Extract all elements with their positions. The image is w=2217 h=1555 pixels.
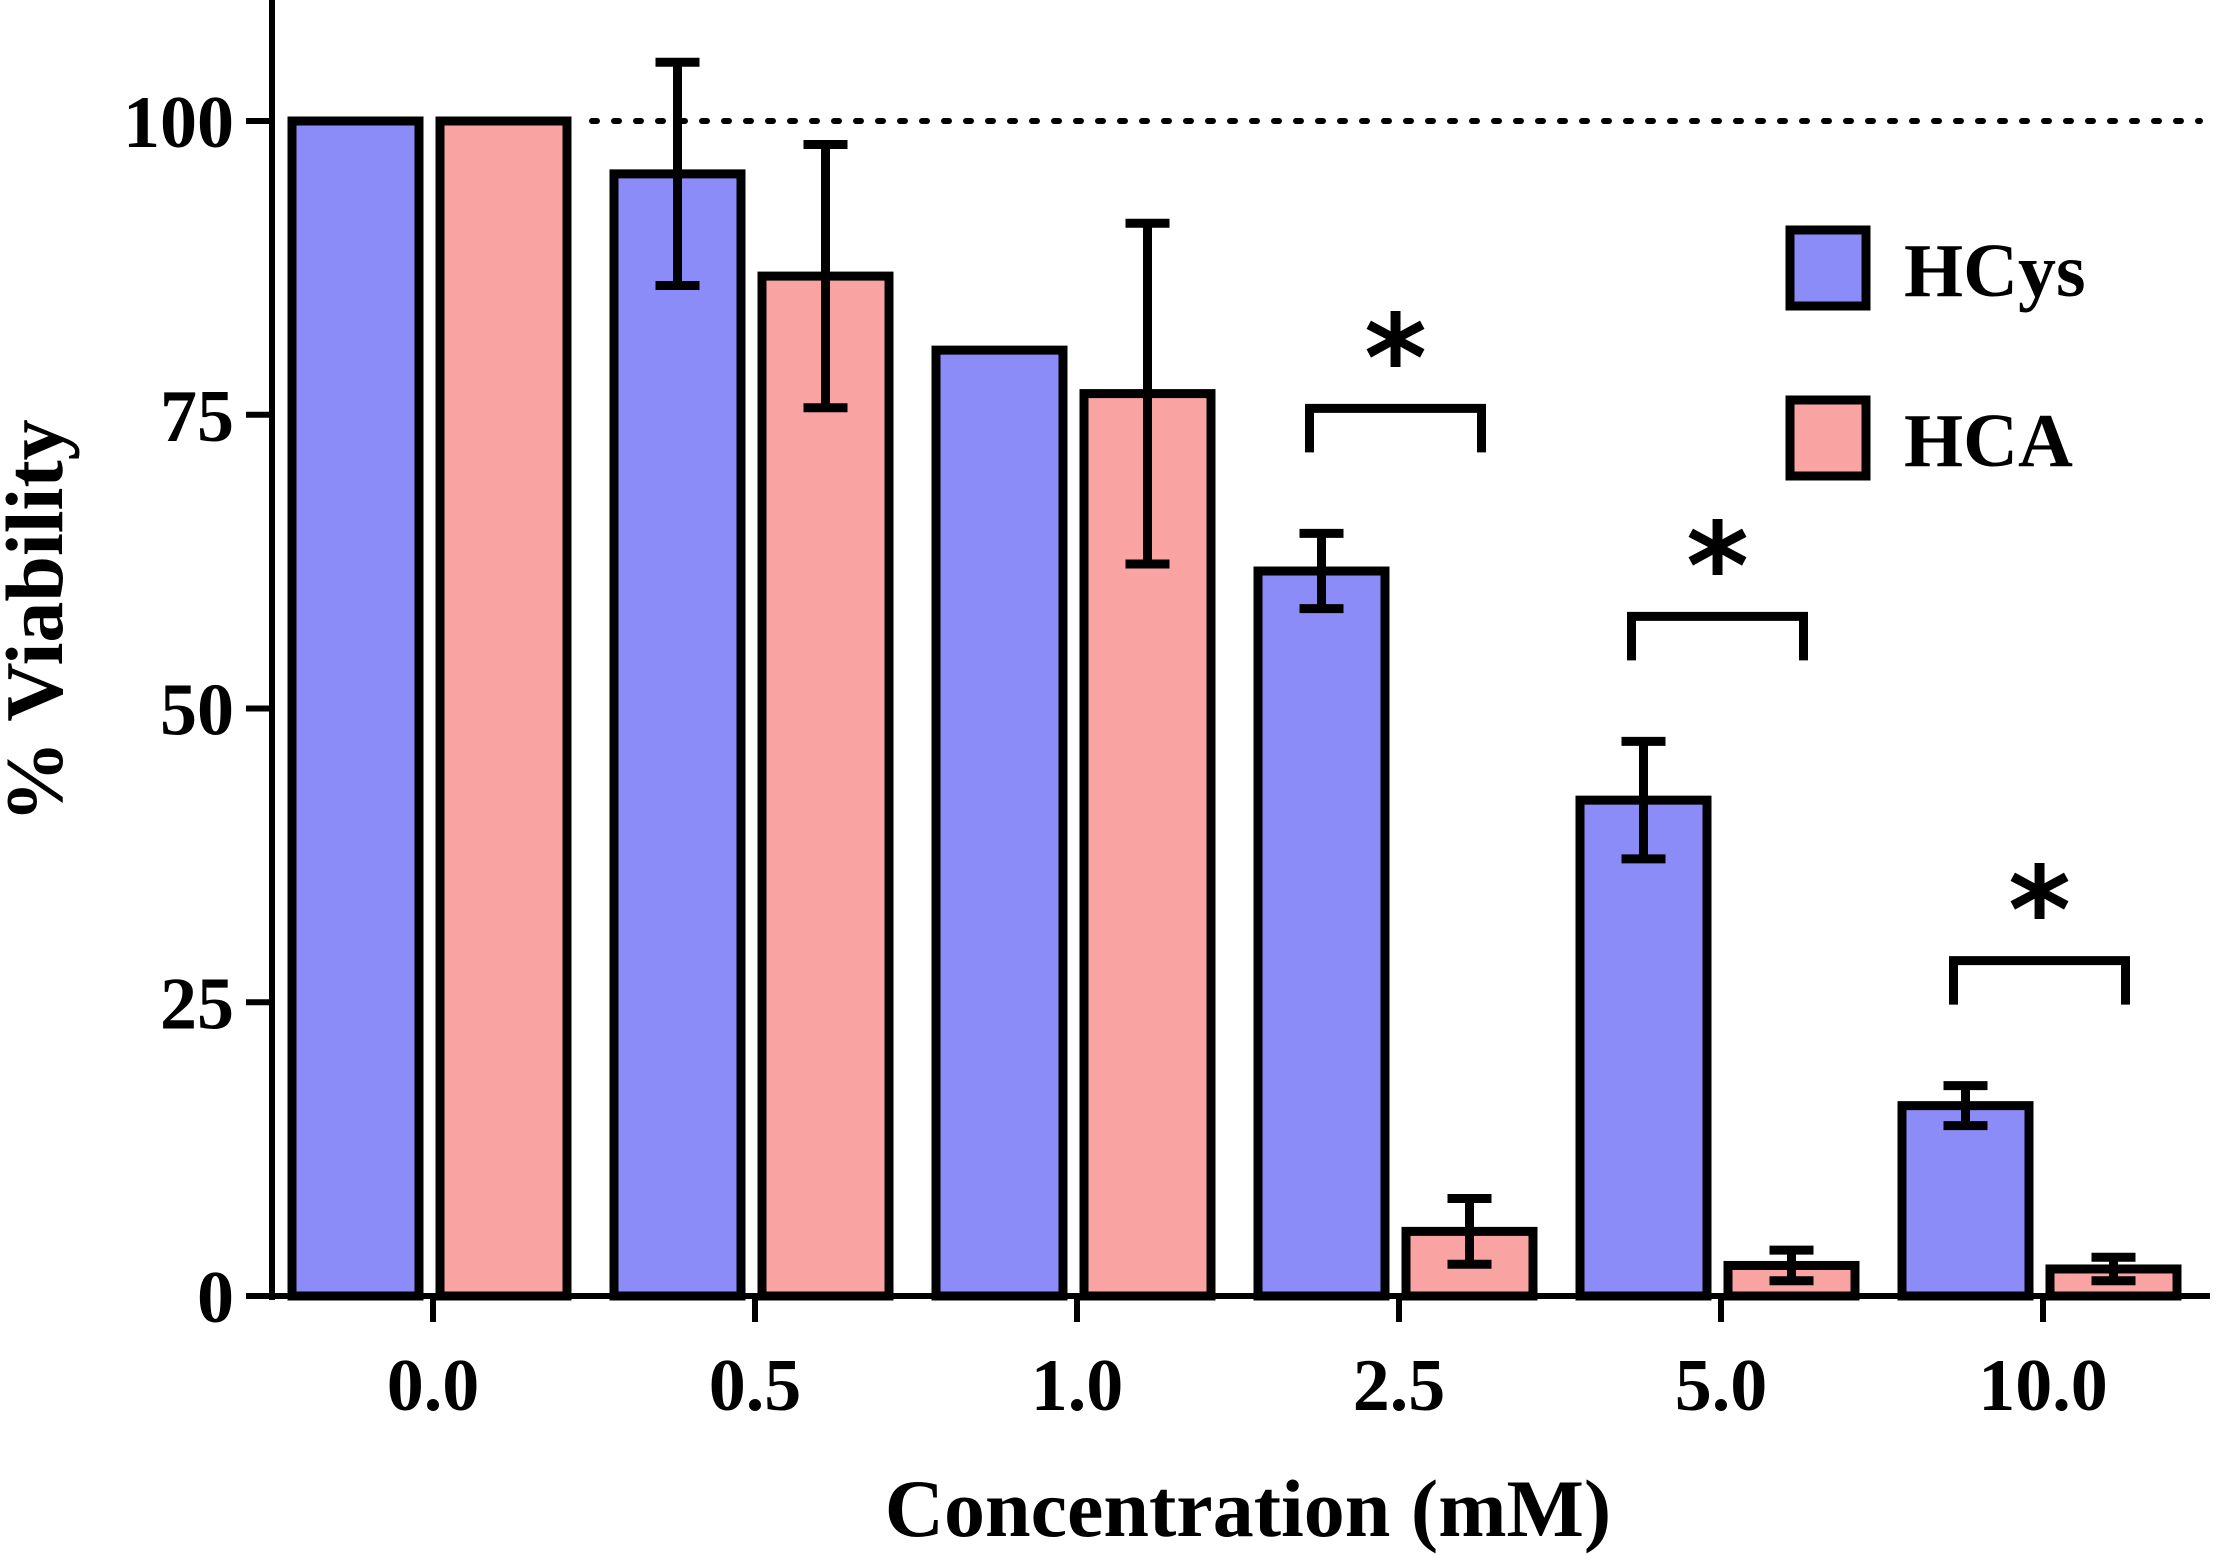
- y-axis-title: % Viability: [0, 419, 80, 822]
- plot-area: 0 25 50 75 100 0.0 0.5 1.0 2.5 5.0 10.0 * * *: [123, 0, 2210, 1427]
- x-tick-label-0.0: 0.0: [387, 1345, 480, 1427]
- bar-hcys-0.5: [609, 169, 746, 1301]
- legend-label-hcys: HCys: [1904, 229, 2086, 313]
- x-tick-label-1.0: 1.0: [1031, 1345, 1124, 1427]
- x-axis-title: Concentration (mM): [885, 1463, 1611, 1554]
- significance-bracket-2.5: [1305, 403, 1486, 453]
- x-tick-label-2.5: 2.5: [1353, 1345, 1446, 1427]
- legend: HCys HCA: [1785, 225, 2086, 483]
- y-tick-label-75: 75: [160, 376, 234, 458]
- bar-hcys-5.0: [1575, 795, 1712, 1301]
- y-tick-label-0: 0: [197, 1257, 234, 1339]
- legend-swatch-hcys: [1785, 225, 1871, 311]
- y-tick-label-100: 100: [123, 82, 234, 164]
- bar-hca-0.0: [435, 116, 572, 1301]
- y-tick-label-50: 50: [160, 670, 234, 752]
- bar-hcys-10.0: [1897, 1101, 2034, 1301]
- x-tick-label-0.5: 0.5: [709, 1345, 802, 1427]
- significance-star-5.0: *: [1686, 498, 1749, 637]
- bar-hcys-0.0: [287, 116, 424, 1301]
- significance-bracket-5.0: [1627, 611, 1808, 661]
- bar-hcys-2.5: [1253, 566, 1390, 1301]
- legend-swatch-hca: [1785, 395, 1871, 481]
- legend-label-hca: HCA: [1904, 399, 2073, 483]
- x-tick-label-10.0: 10.0: [1978, 1345, 2108, 1427]
- significance-bracket-10.0: [1949, 956, 2130, 1005]
- significance-star-10.0: *: [2008, 843, 2071, 982]
- y-tick-label-25: 25: [160, 963, 234, 1045]
- bar-hca-0.5: [757, 271, 894, 1301]
- x-tick-label-5.0: 5.0: [1675, 1345, 1768, 1427]
- significance-star-2.5: *: [1364, 290, 1427, 429]
- bar-hcys-1.0: [931, 345, 1068, 1301]
